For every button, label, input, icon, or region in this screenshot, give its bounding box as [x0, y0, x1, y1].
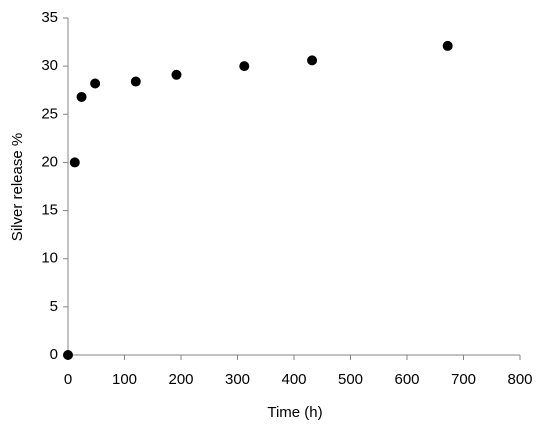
data-point — [442, 40, 453, 51]
data-point — [76, 91, 87, 102]
y-axis-label: Silver release % — [9, 133, 26, 241]
x-tick-label: 400 — [281, 371, 306, 388]
x-tick-label: 500 — [338, 371, 363, 388]
y-tick-label: 5 — [50, 298, 58, 315]
x-tick-label: 600 — [394, 371, 419, 388]
data-point — [90, 78, 101, 89]
y-tick-label: 30 — [41, 57, 58, 74]
data-point — [239, 61, 250, 72]
data-point — [130, 76, 141, 87]
y-tick-label: 35 — [41, 9, 58, 26]
x-axis-label: Time (h) — [267, 404, 322, 421]
x-tick-label: 200 — [168, 371, 193, 388]
x-tick-label: 800 — [507, 371, 532, 388]
x-tick-label: 0 — [64, 371, 72, 388]
y-tick-label: 0 — [50, 346, 58, 363]
data-point — [171, 69, 182, 80]
y-tick-label: 20 — [41, 153, 58, 170]
x-tick-label: 700 — [451, 371, 476, 388]
data-point — [69, 157, 80, 168]
y-tick-label: 15 — [41, 202, 58, 219]
y-tick-label: 10 — [41, 250, 58, 267]
data-point — [307, 55, 318, 66]
x-tick-label: 300 — [225, 371, 250, 388]
data-point — [63, 350, 73, 360]
y-tick-label: 25 — [41, 105, 58, 122]
x-tick-label: 100 — [112, 371, 137, 388]
